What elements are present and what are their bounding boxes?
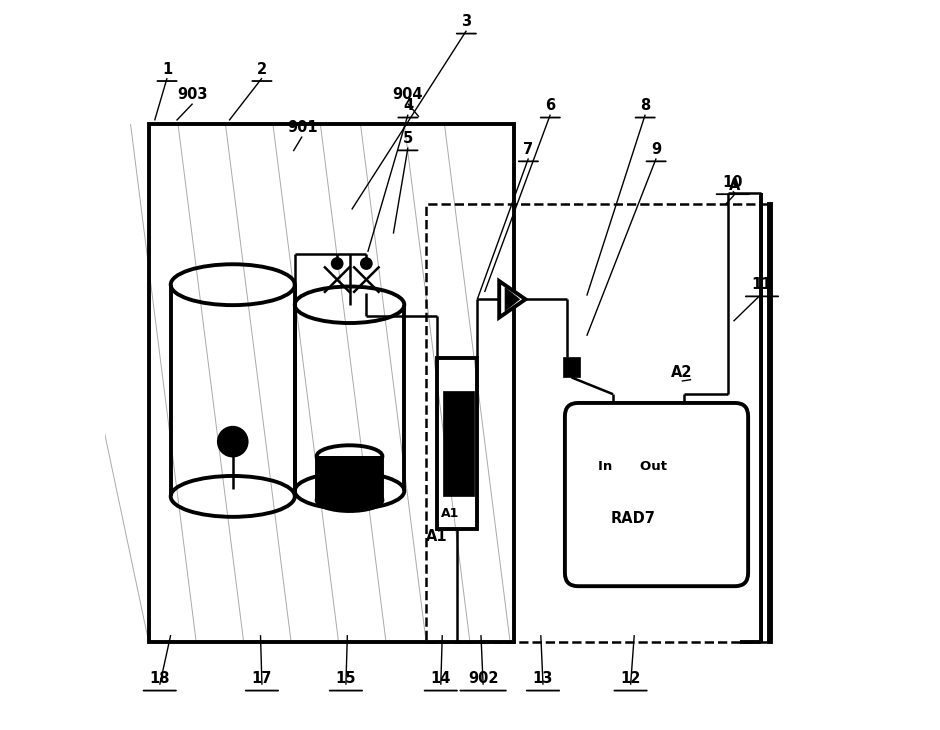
Text: 4: 4: [403, 98, 413, 113]
Text: 13: 13: [533, 671, 553, 686]
Ellipse shape: [219, 428, 246, 456]
Text: 902: 902: [468, 671, 498, 686]
Text: 7: 7: [524, 142, 534, 157]
Text: 11: 11: [752, 277, 773, 292]
Text: 2: 2: [257, 61, 267, 77]
Ellipse shape: [317, 489, 383, 511]
Bar: [443, 391, 475, 496]
Text: In      Out: In Out: [599, 460, 667, 473]
Bar: [563, 357, 579, 377]
Text: 904: 904: [393, 87, 423, 102]
Polygon shape: [505, 288, 520, 311]
Text: 903: 903: [178, 87, 208, 102]
Text: 14: 14: [431, 671, 451, 686]
Text: 6: 6: [545, 98, 556, 113]
FancyBboxPatch shape: [565, 403, 748, 586]
Text: A1: A1: [427, 529, 448, 544]
Polygon shape: [499, 281, 525, 318]
Text: RAD7: RAD7: [611, 510, 656, 526]
Polygon shape: [317, 456, 383, 500]
Bar: [769, 204, 771, 642]
Text: 15: 15: [336, 671, 356, 686]
Text: 12: 12: [620, 671, 641, 686]
Text: 18: 18: [149, 671, 170, 686]
Text: 8: 8: [640, 98, 650, 113]
Text: 1: 1: [162, 61, 172, 77]
Text: 17: 17: [252, 671, 273, 686]
Bar: [426, 204, 769, 642]
Bar: [149, 124, 514, 642]
Text: A2: A2: [671, 364, 693, 380]
Text: A: A: [728, 178, 740, 193]
Bar: [437, 358, 478, 529]
Ellipse shape: [361, 258, 371, 269]
Text: 9: 9: [651, 142, 661, 157]
Text: A1: A1: [441, 507, 459, 520]
Text: 901: 901: [287, 120, 318, 135]
Text: 5: 5: [403, 131, 413, 146]
Text: 10: 10: [723, 174, 743, 190]
Text: 3: 3: [462, 14, 472, 29]
Ellipse shape: [332, 258, 342, 269]
